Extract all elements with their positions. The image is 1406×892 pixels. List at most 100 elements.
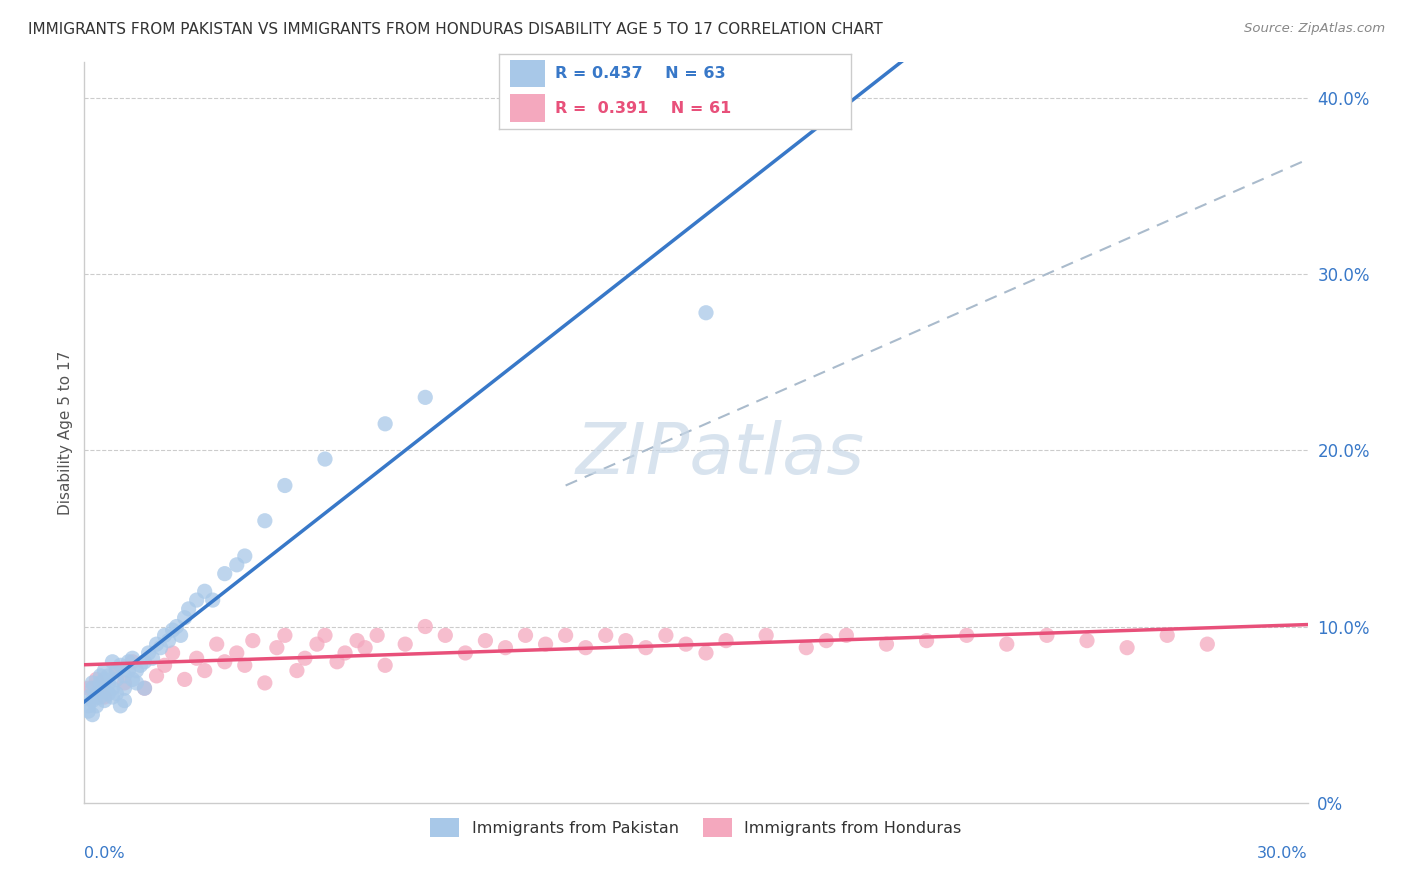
- Point: [134, 681, 156, 696]
- Point: [125, 676, 148, 690]
- Point: [205, 637, 228, 651]
- Point: [266, 640, 288, 655]
- Point: [242, 633, 264, 648]
- Point: [326, 655, 349, 669]
- Point: [117, 664, 139, 678]
- Text: 0.0%: 0.0%: [84, 846, 125, 861]
- Point: [314, 452, 336, 467]
- Point: [82, 707, 104, 722]
- Point: [454, 646, 477, 660]
- Point: [366, 628, 388, 642]
- Point: [110, 698, 132, 713]
- Text: Source: ZipAtlas.com: Source: ZipAtlas.com: [1244, 22, 1385, 36]
- Point: [97, 676, 120, 690]
- Point: [86, 690, 108, 704]
- Point: [138, 646, 160, 660]
- Point: [129, 658, 152, 673]
- Point: [82, 676, 104, 690]
- Point: [145, 637, 167, 651]
- Point: [695, 646, 717, 660]
- Point: [166, 619, 188, 633]
- Point: [515, 628, 537, 642]
- Point: [314, 628, 336, 642]
- Point: [1116, 640, 1139, 655]
- Bar: [510, 60, 546, 87]
- Point: [97, 669, 120, 683]
- Point: [145, 669, 167, 683]
- Text: 30.0%: 30.0%: [1257, 846, 1308, 861]
- Point: [655, 628, 678, 642]
- Point: [93, 664, 115, 678]
- Point: [89, 669, 111, 683]
- Point: [755, 628, 778, 642]
- Point: [194, 584, 217, 599]
- Point: [86, 673, 108, 687]
- Point: [101, 690, 124, 704]
- Point: [89, 676, 111, 690]
- Point: [110, 658, 132, 673]
- Point: [675, 637, 697, 651]
- Point: [105, 664, 128, 678]
- Point: [346, 633, 368, 648]
- Point: [82, 693, 104, 707]
- Point: [1156, 628, 1178, 642]
- Point: [201, 593, 224, 607]
- Point: [413, 390, 436, 404]
- Point: [173, 610, 195, 624]
- Point: [105, 673, 128, 687]
- Bar: [510, 95, 546, 122]
- Point: [153, 658, 176, 673]
- Text: ZIPatlas: ZIPatlas: [576, 420, 865, 490]
- Point: [93, 690, 115, 704]
- Point: [374, 658, 396, 673]
- Point: [134, 681, 156, 696]
- Point: [214, 566, 236, 581]
- Point: [93, 681, 115, 696]
- Point: [274, 628, 297, 642]
- Point: [173, 673, 195, 687]
- Point: [354, 640, 377, 655]
- Point: [101, 655, 124, 669]
- Point: [794, 640, 817, 655]
- Y-axis label: Disability Age 5 to 17: Disability Age 5 to 17: [58, 351, 73, 515]
- Legend: Immigrants from Pakistan, Immigrants from Honduras: Immigrants from Pakistan, Immigrants fro…: [425, 812, 967, 843]
- Point: [474, 633, 496, 648]
- Point: [695, 306, 717, 320]
- Point: [253, 514, 276, 528]
- Point: [995, 637, 1018, 651]
- Point: [105, 686, 128, 700]
- Point: [595, 628, 617, 642]
- Point: [374, 417, 396, 431]
- Point: [134, 655, 156, 669]
- Point: [82, 681, 104, 696]
- Point: [149, 640, 172, 655]
- Point: [956, 628, 979, 642]
- Point: [141, 651, 163, 665]
- Point: [714, 633, 737, 648]
- Point: [93, 693, 115, 707]
- Point: [162, 646, 184, 660]
- Point: [114, 681, 136, 696]
- Point: [233, 658, 256, 673]
- Point: [121, 655, 143, 669]
- Point: [114, 669, 136, 683]
- Point: [634, 640, 657, 655]
- Text: R =  0.391    N = 61: R = 0.391 N = 61: [555, 101, 731, 116]
- Point: [1036, 628, 1059, 642]
- Point: [233, 549, 256, 563]
- Point: [177, 602, 200, 616]
- Point: [294, 651, 316, 665]
- Point: [333, 646, 356, 660]
- Point: [186, 651, 208, 665]
- Point: [534, 637, 557, 651]
- Point: [225, 646, 247, 660]
- Point: [186, 593, 208, 607]
- Point: [169, 628, 191, 642]
- Point: [105, 664, 128, 678]
- Point: [253, 676, 276, 690]
- Point: [93, 673, 115, 687]
- Point: [194, 664, 217, 678]
- Point: [434, 628, 457, 642]
- Point: [114, 693, 136, 707]
- Point: [554, 628, 576, 642]
